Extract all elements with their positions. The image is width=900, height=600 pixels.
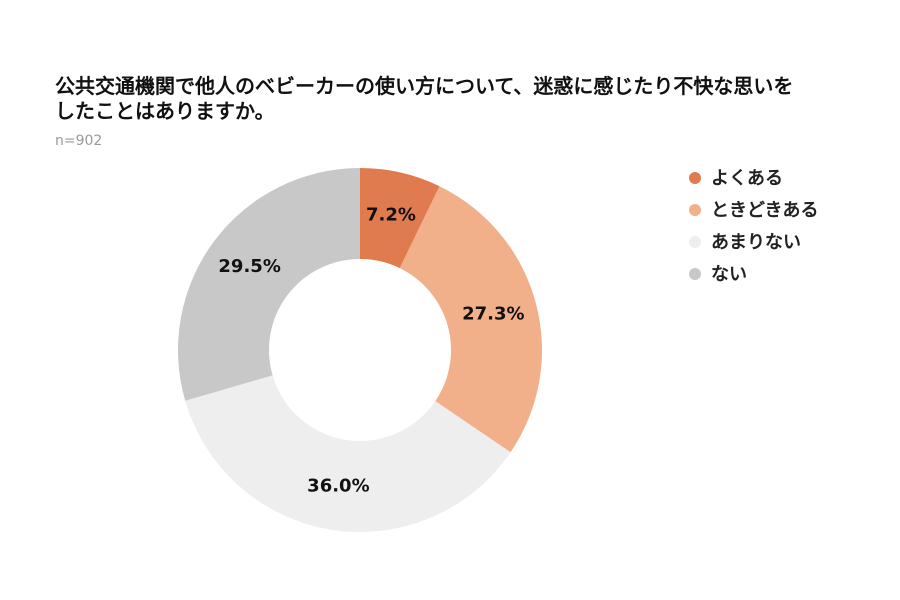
donut-slice — [399, 186, 542, 453]
donut-slice — [178, 168, 360, 401]
legend-label: ときどきある — [711, 200, 818, 221]
legend-label: ない — [711, 264, 747, 285]
data-label: 36.0% — [307, 475, 369, 496]
chart-title: 公共交通機関で他人のベビーカーの使い方について、迷惑に感じたり不快な思いをしたこ… — [55, 74, 794, 123]
legend-marker — [689, 236, 701, 248]
data-label: 29.5% — [218, 256, 280, 277]
data-label: 7.2% — [366, 205, 416, 226]
legend-marker — [689, 172, 701, 184]
data-label: 27.3% — [462, 303, 524, 324]
legend-label: あまりない — [711, 232, 801, 253]
legend-label: よくある — [711, 168, 783, 189]
donut-slice — [185, 375, 511, 532]
legend-marker — [689, 268, 701, 280]
legend-marker — [689, 204, 701, 216]
donut-slice — [360, 168, 440, 269]
chart-subtitle: n=902 — [55, 133, 103, 149]
